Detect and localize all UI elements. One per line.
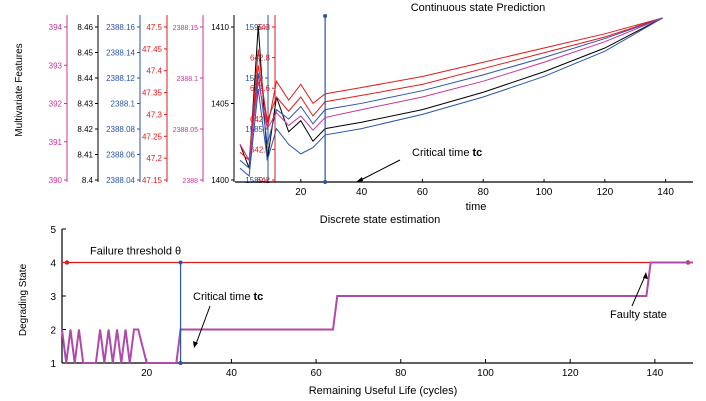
top-chart-title: Continuous state Prediction (411, 2, 546, 14)
y-axis-tick-label-4-0: 2388.15 (173, 25, 198, 32)
y-axis-tick-label-7-3: 642.4 (250, 115, 271, 124)
threshold-label: Failure threshold θ (90, 246, 181, 258)
y-axis-tick-label-3-5: 47.25 (142, 132, 163, 141)
bottom-annotation-critical-time: Critical time tc (193, 291, 263, 303)
y-axis-tick-label-0-4: 390 (49, 176, 63, 185)
bottom-annotation-arrowhead-faulty (643, 272, 648, 279)
top-critical-time-marker-top (323, 14, 328, 18)
threshold-marker-left (64, 260, 70, 265)
y-axis-tick-label-2-3: 2388.1 (111, 100, 136, 109)
y-axis-tick-label-3-4: 47.3 (146, 110, 162, 119)
bottom-chart-ylabel: Degrading State (18, 263, 29, 336)
y-axis-tick-label-2-1: 2388.14 (106, 49, 135, 58)
bottom-x-tick-label-3: 80 (395, 368, 407, 379)
y-axis-tick-label-7-0: 643 (257, 23, 271, 32)
y-axis-tick-label-3-7: 47.15 (142, 176, 163, 185)
y-axis-tick-label-1-3: 8.43 (77, 100, 93, 109)
bottom-y-tick-label-4: 5 (50, 225, 56, 236)
bottom-x-tick-label-4: 100 (477, 368, 494, 379)
y-axis-tick-label-1-6: 8.4 (82, 176, 94, 185)
top-x-tick-label-6: 140 (657, 187, 674, 198)
y-axis-tick-label-5-2: 1400 (211, 176, 229, 185)
top-series-line-0 (239, 17, 663, 169)
top-chart-ylabel: Multivariate Features (14, 43, 25, 136)
top-annotation-critical-time: Critical time tc (412, 147, 482, 159)
y-axis-tick-label-1-5: 8.41 (77, 151, 93, 160)
y-axis-tick-label-2-6: 2388.04 (106, 176, 135, 185)
y-axis-tick-label-2-0: 2388.16 (106, 23, 135, 32)
top-x-tick-label-0: 20 (295, 187, 307, 198)
top-series-line-1 (239, 17, 663, 162)
y-axis-tick-label-2-5: 2388.06 (106, 151, 135, 160)
y-axis-tick-label-4-2: 2388.05 (173, 127, 198, 134)
top-x-tick-label-3: 80 (478, 187, 490, 198)
y-axis-tick-label-5-1: 1405 (211, 100, 229, 109)
top-series-line-2 (239, 17, 663, 162)
y-axis-tick-label-4-1: 2388.1 (177, 76, 199, 83)
y-axis-tick-label-0-0: 394 (49, 23, 63, 32)
bottom-critical-time-marker-top (178, 260, 183, 265)
y-axis-tick-label-1-0: 8.46 (77, 23, 93, 32)
top-x-tick-label-4: 100 (536, 187, 553, 198)
bottom-x-tick-label-0: 20 (141, 368, 153, 379)
y-axis-tick-label-1-4: 8.42 (77, 125, 93, 134)
bottom-y-tick-label-0: 1 (50, 359, 56, 370)
y-axis-tick-label-3-1: 47.45 (142, 45, 163, 54)
top-plot-area: 20 40 60 80 100 120 140 Critical time tc (235, 14, 693, 198)
y-axis-tick-label-3-2: 47.4 (146, 67, 162, 76)
top-series-line-3 (239, 17, 663, 170)
top-chart-xlabel: time (466, 201, 487, 213)
bottom-annotation-arrowhead-critical (193, 341, 198, 348)
bottom-series-line-0 (61, 261, 693, 364)
bottom-x-tick-label-2: 60 (311, 368, 323, 379)
y-axis-tick-label-5-0: 1410 (211, 23, 229, 32)
bottom-annotation-arrow-faulty (631, 275, 646, 307)
y-axis-tick-label-0-2: 392 (49, 100, 63, 109)
bottom-chart-xlabel: Remaining Useful Life (cycles) (309, 385, 458, 397)
y-axis-tick-label-7-4: 642.2 (250, 145, 271, 154)
y-axis-tick-label-7-5: 642 (257, 176, 271, 185)
y-axis-tick-label-2-2: 2388.12 (106, 74, 135, 83)
bottom-x-tick-label-5: 120 (562, 368, 579, 379)
y-axis-tick-label-3-6: 47.2 (146, 154, 162, 163)
y-axis-tick-label-6-3: 1580 (245, 176, 263, 185)
y-axis-tick-label-0-1: 393 (49, 61, 63, 70)
top-x-tick-label-5: 120 (596, 187, 613, 198)
bottom-annotation-arrow-critical (195, 305, 211, 345)
y-axis-tick-label-2-4: 2388.08 (106, 125, 135, 134)
y-axis-tick-label-3-3: 47.35 (142, 89, 163, 98)
bottom-critical-time-marker-bottom (178, 361, 183, 365)
top-chart: Continuous state Prediction Multivariate… (14, 2, 693, 213)
bottom-chart-title: Discrete state estimation (320, 214, 440, 226)
bottom-plot-area: 1 2 3 4 5 20 40 60 80 100 120 140 Failure threshold … (50, 225, 693, 379)
top-y-axes: 394 393 392 391 390 8.46 8.45 8.44 8.43 8.42 8.41 8… (49, 15, 276, 185)
top-x-tick-label-1: 40 (356, 187, 368, 198)
top-x-tick-label-2: 60 (417, 187, 429, 198)
y-axis-tick-label-1-2: 8.44 (77, 74, 93, 83)
top-annotation-arrow (358, 159, 401, 182)
top-annotation-arrowhead (356, 177, 363, 182)
bottom-x-tick-label-6: 140 (647, 368, 664, 379)
y-axis-tick-label-6-0: 1595 (245, 23, 263, 32)
top-series-line-5 (239, 17, 663, 178)
bottom-annotation-faulty-state: Faulty state (610, 309, 667, 321)
y-axis-tick-label-1-1: 8.45 (77, 49, 93, 58)
bottom-y-tick-label-1: 2 (50, 326, 56, 337)
bottom-chart: Discrete state estimation Degrading Stat… (18, 214, 693, 397)
bottom-y-tick-label-2: 3 (50, 292, 56, 303)
top-series-line-4 (239, 17, 663, 162)
top-critical-time-marker-bottom (323, 180, 328, 184)
bottom-y-tick-label-3: 4 (50, 259, 56, 270)
y-axis-tick-label-3-0: 47.5 (146, 23, 162, 32)
bottom-x-tick-label-1: 40 (226, 368, 238, 379)
y-axis-tick-label-0-3: 391 (49, 138, 63, 147)
y-axis-tick-label-4-3: 2388 (182, 178, 198, 185)
